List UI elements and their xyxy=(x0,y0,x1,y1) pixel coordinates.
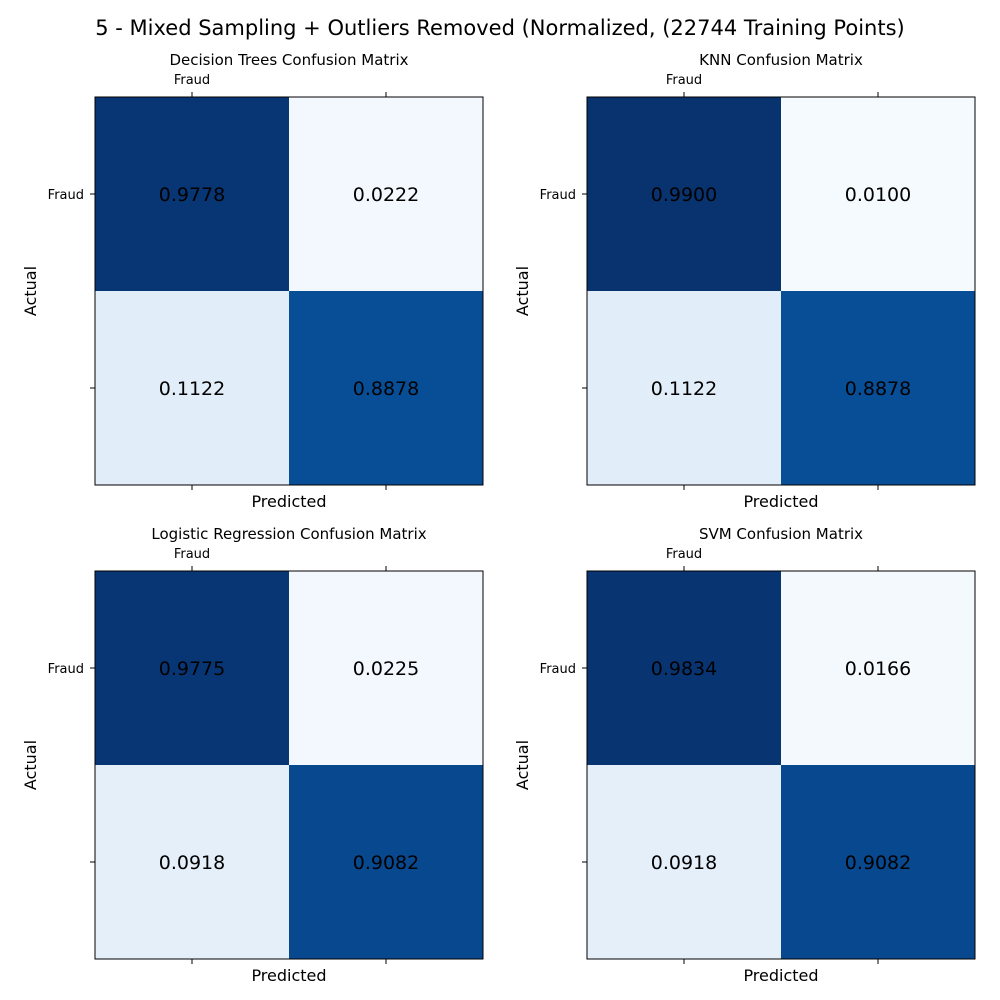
panel-title: KNN Confusion Matrix xyxy=(699,51,863,69)
x-axis-label: Predicted xyxy=(251,492,326,511)
confusion-matrix-panel: 0.9834 0.0166 0.0918 0.9082 Fraud Fraud SVM Co… xyxy=(513,525,976,985)
cell-value-label: 0.0918 xyxy=(651,852,717,874)
matrix-cell xyxy=(781,571,975,765)
confusion-matrix-panel: 0.9775 0.0225 0.0918 0.9082 Fraud Fraud Logist… xyxy=(21,525,484,985)
confusion-matrix-panel: 0.9900 0.0100 0.1122 0.8878 Fraud Fraud KNN Co… xyxy=(513,51,976,511)
x-axis-label: Predicted xyxy=(251,966,326,985)
confusion-matrix-panel: 0.9778 0.0222 0.1122 0.8878 Fraud Fraud Decisi… xyxy=(21,51,484,511)
cell-value-label: 0.8878 xyxy=(845,378,911,400)
matrix-cell xyxy=(289,97,483,291)
axes-frame xyxy=(586,96,976,486)
matrix-cell xyxy=(289,571,483,765)
cell-value-label: 0.0225 xyxy=(353,658,419,680)
matrix-cell xyxy=(289,765,483,959)
cell-value-label: 0.1122 xyxy=(159,378,225,400)
y-axis-label: Actual xyxy=(21,740,40,790)
y-axis-label: Actual xyxy=(513,740,532,790)
matrix-cell xyxy=(781,291,975,485)
x-tick-label: Fraud xyxy=(666,73,702,88)
y-tick-label: Fraud xyxy=(540,662,576,677)
matrix-cell xyxy=(587,291,781,485)
matrix-cell xyxy=(95,291,289,485)
cell-value-label: 0.0166 xyxy=(845,658,911,680)
cell-value-label: 0.0100 xyxy=(845,184,911,206)
cell-value-label: 0.9900 xyxy=(651,184,717,206)
cell-value-label: 0.9834 xyxy=(651,658,717,680)
x-tick-label: Fraud xyxy=(174,547,210,562)
cell-value-label: 0.9778 xyxy=(159,184,225,206)
x-axis-label: Predicted xyxy=(743,492,818,511)
cell-value-label: 0.9775 xyxy=(159,658,225,680)
x-tick-label: Fraud xyxy=(174,73,210,88)
panel-title: SVM Confusion Matrix xyxy=(699,525,863,543)
figure-suptitle: 5 - Mixed Sampling + Outliers Removed (N… xyxy=(95,16,905,40)
matrix-cell xyxy=(781,765,975,959)
cell-value-label: 0.0222 xyxy=(353,184,419,206)
x-axis-label: Predicted xyxy=(743,966,818,985)
matrix-cell xyxy=(587,571,781,765)
y-tick-label: Fraud xyxy=(48,662,84,677)
y-tick-label: Fraud xyxy=(540,188,576,203)
panel-title: Decision Trees Confusion Matrix xyxy=(169,51,408,69)
axes-frame xyxy=(94,96,484,486)
axes-frame xyxy=(586,570,976,960)
matrix-cell xyxy=(95,571,289,765)
cell-value-label: 0.9082 xyxy=(353,852,419,874)
x-tick-label: Fraud xyxy=(666,547,702,562)
matrix-cell xyxy=(587,765,781,959)
matrix-cell xyxy=(95,97,289,291)
panel-title: Logistic Regression Confusion Matrix xyxy=(151,525,426,543)
y-axis-label: Actual xyxy=(21,266,40,316)
cell-value-label: 0.1122 xyxy=(651,378,717,400)
axes-frame xyxy=(94,570,484,960)
matrix-cell xyxy=(95,765,289,959)
y-tick-label: Fraud xyxy=(48,188,84,203)
matrix-cell xyxy=(781,97,975,291)
cell-value-label: 0.0918 xyxy=(159,852,225,874)
cell-value-label: 0.9082 xyxy=(845,852,911,874)
cell-value-label: 0.8878 xyxy=(353,378,419,400)
matrix-cell xyxy=(587,97,781,291)
matrix-cell xyxy=(289,291,483,485)
y-axis-label: Actual xyxy=(513,266,532,316)
